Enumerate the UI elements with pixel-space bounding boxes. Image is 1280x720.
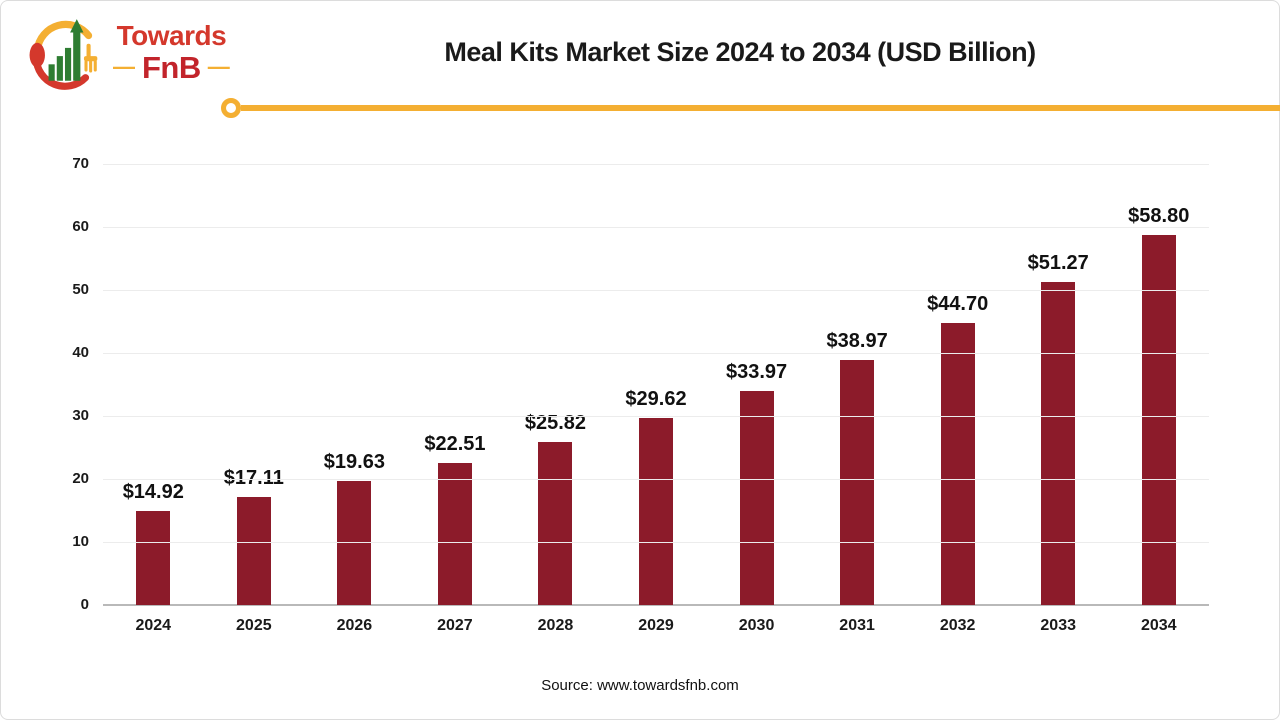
header-accent-ring [221, 98, 241, 118]
bar-value-label: $29.62 [625, 388, 687, 411]
x-tick-label: 2026 [336, 617, 373, 634]
y-tick-label: 20 [72, 470, 89, 487]
growth-bars-icon [48, 19, 84, 81]
bar-value-label: $51.27 [1027, 252, 1089, 274]
y-tick-label: 0 [80, 596, 89, 613]
chart-title: Meal Kits Market Size 2024 to 2034 (USD … [444, 37, 1036, 67]
y-tick-label: 30 [72, 407, 89, 424]
x-tick-label: 2034 [1140, 617, 1177, 634]
x-tick-label: 2029 [638, 617, 674, 634]
bar-value-label: $44.70 [927, 293, 989, 316]
bar-2030 [739, 391, 774, 605]
y-tick-label: 70 [72, 155, 89, 172]
bar-2026 [337, 481, 372, 605]
brand-logo: Towards — FnB — [27, 13, 230, 91]
bar-2024 [136, 511, 171, 605]
bar-2027 [437, 463, 472, 605]
logo-arc-gold [33, 20, 93, 54]
y-tick-label: 40 [72, 344, 89, 361]
bar-chart-plot-area: $14.92 $17.11 $19.63 $22.51 $25.82 $29.62 $33.… [103, 164, 1209, 606]
bar-value-label: $38.97 [826, 329, 888, 352]
bar-slot: $17.11 [204, 467, 305, 605]
logo-dash-left: — [113, 54, 135, 79]
bar-slot: $33.97 [706, 361, 807, 605]
fork-icon [83, 43, 98, 73]
bar-slot: $25.82 [505, 412, 606, 605]
bar-value-label: $25.82 [524, 412, 587, 435]
bar-value-label: $33.97 [725, 361, 788, 383]
bar-2029 [639, 418, 673, 605]
x-axis-labels: 2024 2025 2026 2027 2028 2029 2030 2031 2032 2033… [103, 617, 1209, 635]
x-tick-label: 2028 [537, 617, 574, 634]
brand-name-towards: Towards [116, 19, 227, 51]
gridline [103, 227, 1209, 228]
bar-slot: $58.80 [1108, 205, 1209, 605]
x-tick-label: 2031 [839, 617, 875, 634]
gridline [103, 416, 1209, 417]
x-tick-label: 2030 [738, 617, 775, 634]
bar-slot: $51.27 [1008, 252, 1109, 605]
bar-2025 [236, 497, 271, 605]
brand-logo-text: Towards — FnB — [113, 19, 230, 85]
gridline [103, 542, 1209, 543]
brand-logo-icon [29, 19, 98, 90]
logo-dash-right: — [207, 54, 230, 79]
bar-slot: $44.70 [907, 293, 1008, 605]
bar-slot: $19.63 [304, 451, 405, 605]
bar-value-label: $17.11 [223, 467, 284, 490]
bar-2028 [538, 442, 573, 605]
bars-row: $14.92 $17.11 $19.63 $22.51 $25.82 $29.62 $33.… [103, 164, 1209, 605]
gridline [103, 290, 1209, 291]
x-tick-label: 2027 [437, 617, 473, 634]
bar-2032 [940, 323, 975, 605]
bar-2034 [1141, 234, 1176, 605]
x-tick-label: 2024 [135, 617, 172, 634]
bar-slot: $14.92 [103, 481, 204, 605]
bar-value-label: $22.51 [424, 433, 486, 456]
bar-slot: $22.51 [405, 433, 506, 605]
bar-value-label: $19.63 [323, 451, 385, 474]
gridline [103, 164, 1209, 165]
bar-2033 [1041, 282, 1076, 605]
y-tick-label: 50 [72, 281, 89, 298]
y-tick-label: 10 [72, 533, 89, 550]
x-tick-label: 2033 [1040, 617, 1076, 634]
bar-value-label: $14.92 [122, 481, 184, 504]
source-caption: Source: www.towardsfnb.com [541, 677, 739, 694]
spoon-icon [29, 42, 45, 68]
bar-2031 [840, 359, 875, 605]
brand-name-fnb: FnB [142, 49, 201, 85]
bar-value-label: $58.80 [1128, 204, 1190, 227]
header-accent-line [241, 105, 1280, 111]
x-tick-label: 2032 [939, 617, 976, 634]
bar-slot: $29.62 [606, 388, 707, 605]
y-tick-label: 60 [72, 218, 89, 235]
gridline [103, 479, 1209, 480]
gridline [103, 353, 1209, 354]
x-tick-label: 2025 [236, 617, 272, 634]
bar-slot: $38.97 [807, 329, 908, 605]
x-axis-line [103, 604, 1209, 606]
